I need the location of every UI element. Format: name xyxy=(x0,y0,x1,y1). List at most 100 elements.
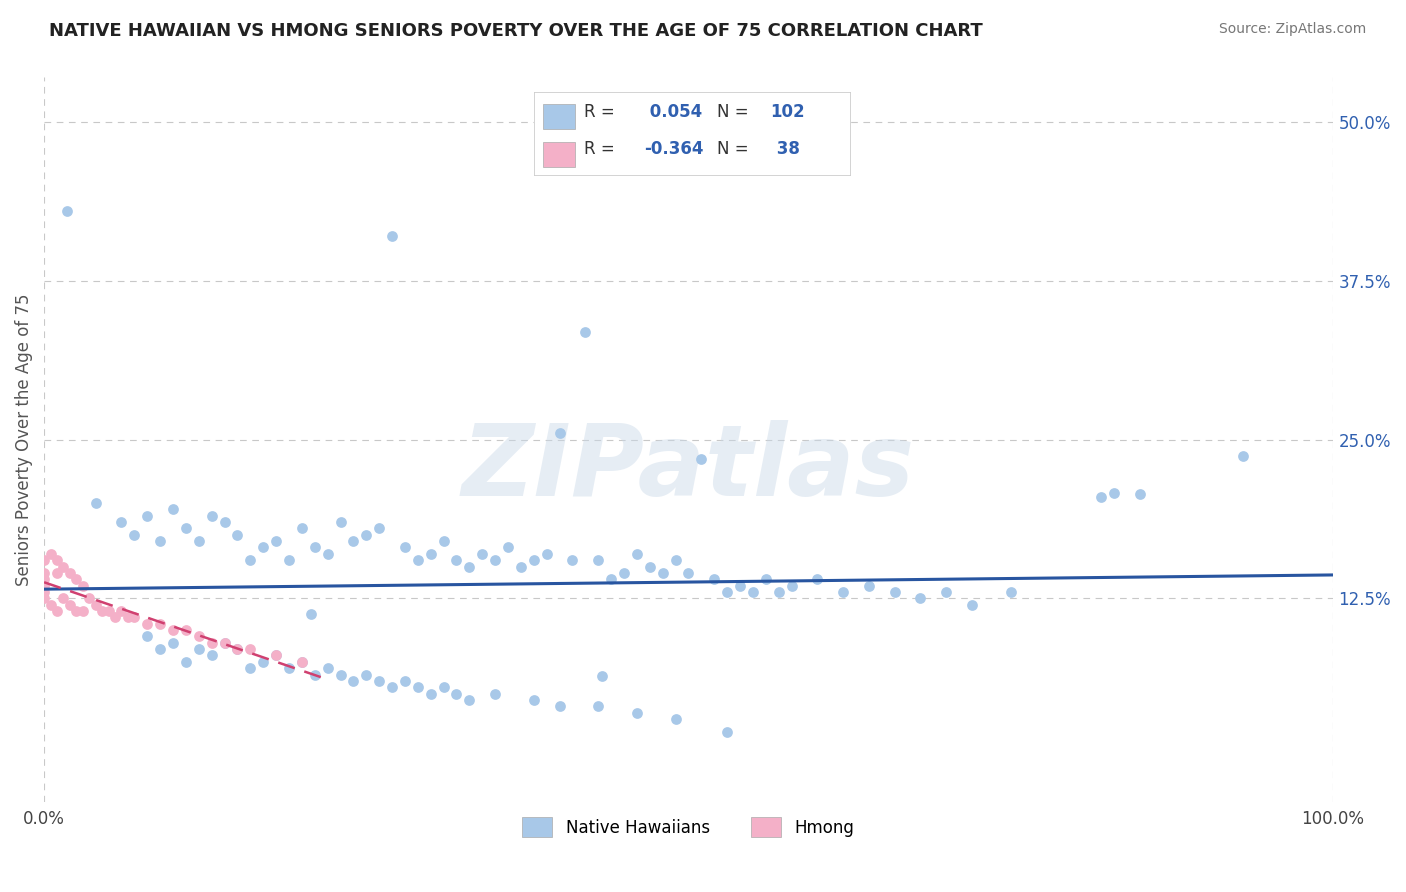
Point xyxy=(264,534,287,549)
Point xyxy=(59,598,82,612)
Point xyxy=(329,515,352,529)
Point xyxy=(149,534,172,549)
Point xyxy=(561,553,583,567)
Point xyxy=(291,655,314,669)
Point xyxy=(716,585,738,599)
Point xyxy=(484,553,506,567)
Point xyxy=(316,661,339,675)
Point xyxy=(149,616,172,631)
Point xyxy=(291,521,314,535)
Point xyxy=(162,636,184,650)
Point xyxy=(110,515,132,529)
Point xyxy=(394,541,416,555)
Point xyxy=(600,572,623,586)
Point xyxy=(626,547,648,561)
Point xyxy=(678,566,700,580)
Point xyxy=(651,566,673,580)
Point xyxy=(117,610,139,624)
Point xyxy=(591,669,613,683)
Point xyxy=(496,541,519,555)
Point xyxy=(110,604,132,618)
Point xyxy=(264,648,287,663)
Point xyxy=(1128,487,1150,501)
Text: NATIVE HAWAIIAN VS HMONG SENIORS POVERTY OVER THE AGE OF 75 CORRELATION CHART: NATIVE HAWAIIAN VS HMONG SENIORS POVERTY… xyxy=(49,22,983,40)
Point xyxy=(91,604,114,618)
Point xyxy=(458,693,481,707)
Point xyxy=(1000,585,1022,599)
Point xyxy=(446,553,468,567)
Point xyxy=(548,426,571,441)
Point xyxy=(214,515,236,529)
Point xyxy=(368,673,391,688)
Point xyxy=(768,585,790,599)
Point xyxy=(433,534,456,549)
Point xyxy=(613,566,636,580)
Point xyxy=(187,642,209,657)
Point xyxy=(201,648,224,663)
Point xyxy=(149,642,172,657)
Point xyxy=(239,661,262,675)
Point xyxy=(214,636,236,650)
Point xyxy=(690,451,713,466)
Point xyxy=(728,579,751,593)
Point xyxy=(548,699,571,714)
Point xyxy=(574,325,596,339)
Point xyxy=(136,629,159,643)
Point xyxy=(162,623,184,637)
Point xyxy=(252,541,274,555)
Point xyxy=(394,673,416,688)
Point xyxy=(741,585,763,599)
Point xyxy=(77,591,100,606)
Point xyxy=(239,553,262,567)
Y-axis label: Seniors Poverty Over the Age of 75: Seniors Poverty Over the Age of 75 xyxy=(15,293,32,586)
Point xyxy=(588,699,610,714)
Point xyxy=(278,553,301,567)
Point xyxy=(960,598,983,612)
Point xyxy=(381,680,404,694)
Point xyxy=(536,547,558,561)
Point xyxy=(406,680,429,694)
Point xyxy=(187,534,209,549)
Point xyxy=(664,712,686,726)
Point xyxy=(316,547,339,561)
Point xyxy=(419,687,441,701)
Point xyxy=(56,203,79,218)
Point xyxy=(910,591,932,606)
Point xyxy=(329,667,352,681)
Point xyxy=(124,528,146,542)
Point xyxy=(1102,486,1125,500)
Point xyxy=(201,636,224,650)
Point xyxy=(136,508,159,523)
Point xyxy=(626,706,648,720)
Point xyxy=(471,547,494,561)
Point xyxy=(32,579,55,593)
Point xyxy=(32,591,55,606)
Point xyxy=(84,496,107,510)
Point xyxy=(1090,490,1112,504)
Point xyxy=(226,642,249,657)
Point xyxy=(419,547,441,561)
Point xyxy=(174,521,197,535)
Point xyxy=(239,642,262,657)
Point xyxy=(356,528,378,542)
Point xyxy=(97,604,120,618)
Point xyxy=(278,661,301,675)
Point xyxy=(304,667,326,681)
Point xyxy=(32,585,55,599)
Point xyxy=(201,508,224,523)
Point xyxy=(342,534,364,549)
Point xyxy=(39,598,62,612)
Point xyxy=(433,680,456,694)
Text: ZIPatlas: ZIPatlas xyxy=(463,420,915,517)
Point xyxy=(446,687,468,701)
Point xyxy=(32,566,55,580)
Point xyxy=(523,693,546,707)
Point xyxy=(935,585,957,599)
Point xyxy=(104,610,127,624)
Point xyxy=(32,553,55,567)
Point xyxy=(356,667,378,681)
Point xyxy=(299,607,322,621)
Point xyxy=(124,610,146,624)
Point xyxy=(806,572,828,586)
Point xyxy=(39,547,62,561)
